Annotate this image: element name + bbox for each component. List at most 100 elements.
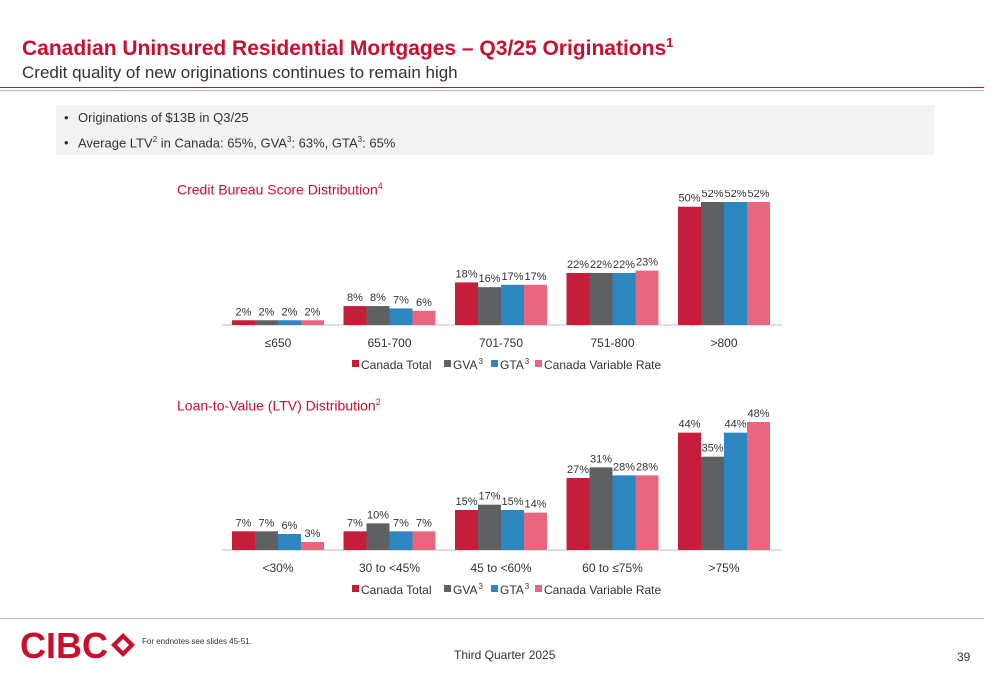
legend-label: Canada Total	[361, 358, 432, 372]
bar-value-label: 8%	[347, 292, 363, 304]
bar	[524, 512, 547, 550]
footnote-ref: 2	[152, 135, 158, 144]
category-tick-label: 60 to ≤75%	[582, 561, 643, 575]
header-divider	[0, 87, 984, 88]
category-tick-label: 701-750	[479, 336, 523, 350]
bar	[635, 475, 659, 550]
bar-value-label: 15%	[455, 496, 477, 508]
legend-footnote: 3	[478, 582, 483, 591]
bar	[612, 272, 636, 325]
legend-swatch	[535, 360, 542, 367]
bar-value-label: 7%	[236, 517, 252, 529]
category-tick-label: >75%	[708, 561, 739, 575]
bar	[412, 531, 436, 550]
bullet-marker: •	[64, 135, 69, 151]
bar	[747, 422, 770, 550]
bar	[501, 284, 524, 325]
bar-value-label: 52%	[701, 190, 723, 200]
cibc-logo-text: CIBC	[20, 625, 108, 666]
bar-value-label: 17%	[501, 271, 523, 283]
legend-swatch	[444, 585, 451, 592]
bar-value-label: 48%	[747, 408, 769, 420]
category-tick-label: 751-800	[590, 336, 634, 350]
legend-swatch	[491, 585, 498, 592]
category-tick-label: >800	[710, 336, 737, 350]
bar	[255, 531, 278, 550]
legend-swatch	[444, 360, 451, 367]
bar	[566, 272, 590, 325]
legend-label: GTA	[500, 358, 524, 372]
bar-value-label: 17%	[524, 271, 546, 283]
bar	[478, 504, 501, 550]
bar-value-label: 7%	[393, 294, 409, 306]
ltv-chart: 7% 7% 6% 3% <30% 7% 10% 7% 7% 30 to <45% 15% 17% 15%…	[222, 408, 782, 597]
bar	[701, 202, 724, 325]
bar-value-label: 2%	[305, 306, 321, 318]
bar	[455, 510, 478, 550]
bar-value-label: 7%	[347, 517, 363, 529]
bar-value-label: 28%	[636, 461, 658, 473]
page-title-text: Canadian Uninsured Residential Mortgages…	[22, 37, 667, 60]
bar	[301, 542, 324, 550]
footer-divider	[0, 618, 984, 619]
bar	[701, 456, 724, 550]
bullet-average-ltv: • Average LTV2 in Canada: 65%, GVA3: 63%,…	[64, 135, 395, 150]
bar-value-label: 52%	[724, 190, 746, 200]
bar-value-label: 7%	[393, 517, 409, 529]
bullet-text: : 63%, GTA	[291, 135, 358, 151]
bar	[366, 523, 390, 550]
bar-value-label: 3%	[305, 528, 321, 540]
category-tick-label: 30 to <45%	[359, 561, 420, 575]
page-title: Canadian Uninsured Residential Mortgages…	[22, 35, 673, 61]
bar-value-label: 2%	[236, 306, 252, 318]
bar	[232, 320, 255, 325]
bar	[255, 320, 278, 325]
bullet-text: Originations of $13B in Q3/25	[78, 110, 249, 125]
bar	[635, 270, 659, 325]
legend-footnote: 3	[525, 357, 530, 366]
category-tick-label: <30%	[262, 561, 293, 575]
bar	[589, 272, 613, 325]
bullet-text: : 65%	[362, 135, 396, 151]
bar	[501, 510, 524, 550]
chart-title-footnote: 4	[377, 181, 383, 191]
bar-value-label: 44%	[724, 419, 746, 431]
legend-swatch	[491, 360, 498, 367]
bar	[389, 308, 413, 325]
legend-swatch	[352, 585, 359, 592]
bar-value-label: 35%	[701, 443, 723, 455]
bar	[343, 306, 367, 325]
bar	[678, 432, 701, 550]
bar	[724, 202, 747, 325]
legend-footnote: 3	[478, 357, 483, 366]
bar	[278, 534, 301, 550]
cibc-logo-diamond-inner	[117, 639, 129, 651]
bar	[389, 531, 413, 550]
bullet-text: Average LTV	[78, 135, 153, 151]
page-number: 39	[957, 650, 971, 664]
bar	[343, 531, 367, 550]
page-title-footnote: 1	[666, 35, 674, 50]
bar-value-label: 6%	[282, 520, 298, 532]
legend-label: GTA	[500, 583, 524, 597]
cibc-logo: CIBC	[20, 625, 135, 666]
bar-value-label: 8%	[370, 292, 386, 304]
chart-title-text: Credit Bureau Score Distribution	[177, 181, 378, 198]
category-tick-label: 45 to <60%	[470, 561, 531, 575]
footnote-ref: 3	[286, 135, 292, 144]
bar	[412, 310, 436, 325]
legend-label: GVA	[453, 583, 477, 597]
bar	[747, 202, 770, 325]
credit-score-chart-title: Credit Bureau Score Distribution4	[177, 181, 383, 198]
bar-value-label: 28%	[613, 461, 635, 473]
bar	[278, 320, 301, 325]
bar-value-label: 10%	[367, 509, 389, 521]
chart-title-footnote: 2	[375, 397, 381, 407]
bar	[589, 467, 613, 550]
legend-footnote: 3	[525, 582, 530, 591]
bullet-marker: •	[64, 110, 69, 125]
bar-value-label: 15%	[501, 496, 523, 508]
bar-value-label: 44%	[678, 419, 700, 431]
bar-value-label: 31%	[590, 453, 612, 465]
